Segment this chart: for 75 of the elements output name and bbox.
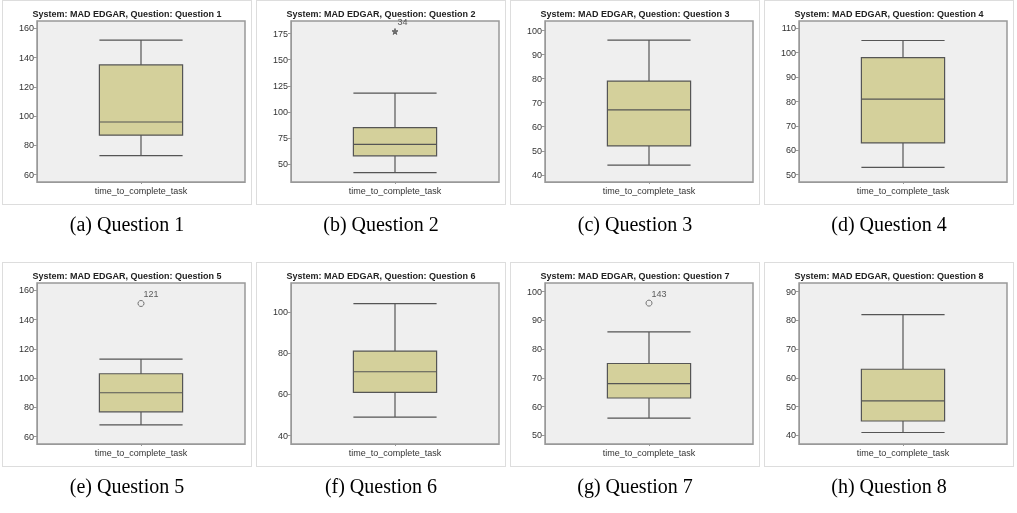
y-tick-label: 70 <box>785 120 796 131</box>
annotation: 121 <box>143 288 159 299</box>
y-tick-label: 75 <box>277 133 288 144</box>
y-tick-label: 175 <box>272 28 288 39</box>
y-tick-label: 120 <box>18 343 34 354</box>
y-tick-label: 120 <box>18 81 34 92</box>
y-tick-label: 40 <box>785 429 796 440</box>
y-tick-label: 80 <box>531 343 542 354</box>
x-tick-label: time_to_complete_task <box>856 447 950 457</box>
y-tick-label: 80 <box>23 401 34 412</box>
x-tick-label: time_to_complete_task <box>856 185 950 196</box>
y-tick-label: 90 <box>785 72 796 83</box>
y-tick-label: 160 <box>18 284 34 295</box>
x-tick-label: time_to_complete_task <box>94 185 188 196</box>
y-tick-label: 50 <box>785 169 796 180</box>
chart-title: System: MAD EDGAR, Question: Question 2 <box>286 8 476 19</box>
chart-title: System: MAD EDGAR, Question: Question 5 <box>32 270 222 280</box>
y-tick-label: 70 <box>531 372 542 383</box>
y-tick-label: 60 <box>531 121 542 132</box>
y-tick-label: 80 <box>531 73 542 84</box>
y-tick-label: 125 <box>272 80 288 91</box>
y-tick-label: 80 <box>23 140 34 151</box>
y-tick-label: 60 <box>23 431 34 442</box>
chart-title: System: MAD EDGAR, Question: Question 8 <box>794 270 984 280</box>
y-tick-label: 50 <box>785 401 796 412</box>
y-tick-label: 40 <box>531 169 542 180</box>
text: (e) Question 5 <box>69 474 185 498</box>
text: (a) Question 1 <box>69 213 185 236</box>
text: (b) Question 2 <box>323 213 439 236</box>
y-tick-label: 100 <box>272 106 288 117</box>
annotation: 143 <box>651 288 667 299</box>
y-tick-label: 60 <box>785 145 796 156</box>
y-tick-label: 150 <box>272 54 288 65</box>
x-tick-label: time_to_complete_task <box>94 447 188 457</box>
y-tick-label: 50 <box>531 145 542 156</box>
y-tick-label: 100 <box>18 372 34 383</box>
y-tick-label: 160 <box>18 23 34 34</box>
y-tick-label: 70 <box>531 97 542 108</box>
y-tick-label: 100 <box>526 25 542 36</box>
y-tick-label: 80 <box>785 96 796 107</box>
y-tick-label: 110 <box>781 23 796 34</box>
y-tick-label: 70 <box>785 343 796 354</box>
y-tick-label: 80 <box>277 347 288 358</box>
y-tick-label: 50 <box>277 159 288 170</box>
y-tick-label: 100 <box>780 47 796 58</box>
chart-title: System: MAD EDGAR, Question: Question 4 <box>794 8 984 19</box>
y-tick-label: 60 <box>277 388 288 399</box>
y-tick-label: 100 <box>526 286 542 297</box>
chart-title: System: MAD EDGAR, Question: Question 7 <box>540 270 730 280</box>
y-tick-label: 90 <box>531 49 542 60</box>
y-tick-label: 50 <box>531 429 542 440</box>
text: (g) Question 7 <box>577 474 693 498</box>
y-tick-label: 100 <box>272 306 288 317</box>
y-tick-label: 90 <box>531 314 542 325</box>
y-tick-label: 100 <box>18 111 34 122</box>
x-tick-label: time_to_complete_task <box>602 185 696 196</box>
annotation: 34 <box>397 17 408 28</box>
text: (d) Question 4 <box>831 213 947 236</box>
y-tick-label: 60 <box>23 169 34 180</box>
text: (f) Question 6 <box>324 474 438 498</box>
y-tick-label: 60 <box>785 372 796 383</box>
y-tick-label: 140 <box>18 314 34 325</box>
x-tick-label: time_to_complete_task <box>348 185 442 196</box>
x-tick-label: time_to_complete_task <box>602 447 696 457</box>
y-tick-label: 40 <box>277 430 288 441</box>
chart-title: System: MAD EDGAR, Question: Question 3 <box>540 8 730 19</box>
y-tick-label: 80 <box>785 314 796 325</box>
y-tick-label: 90 <box>785 286 796 297</box>
text: (h) Question 8 <box>831 474 947 498</box>
chart-title: System: MAD EDGAR, Question: Question 1 <box>32 8 222 19</box>
x-tick-label: time_to_complete_task <box>348 447 442 457</box>
chart-title: System: MAD EDGAR, Question: Question 6 <box>286 270 476 280</box>
y-tick-label: 60 <box>531 401 542 412</box>
y-tick-label: 140 <box>18 52 34 63</box>
text: (c) Question 3 <box>577 213 693 236</box>
